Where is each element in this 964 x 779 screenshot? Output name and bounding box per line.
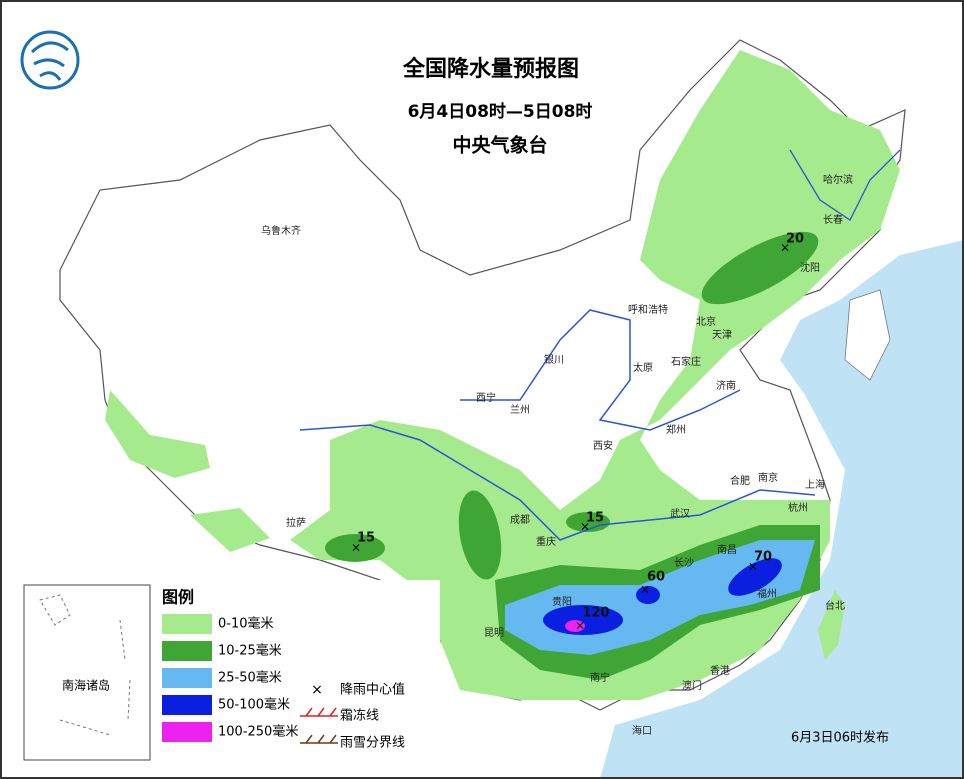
- rain-50-100: [543, 605, 623, 635]
- legend-swatch: [162, 722, 212, 742]
- legend-item: 0-10毫米: [218, 616, 274, 632]
- city-label: 西宁: [476, 391, 496, 404]
- legend-swatch: [162, 641, 212, 661]
- rain-center-value: 20: [786, 232, 804, 247]
- city-label: 武汉: [670, 507, 690, 520]
- city-label: 昆明: [484, 627, 504, 639]
- rain-50-100: [728, 558, 782, 596]
- rain-center-mark: ×: [351, 541, 361, 555]
- title: 全国降水量预报图: [402, 56, 579, 82]
- logo: [20, 30, 80, 90]
- city-label: 北京: [696, 315, 716, 328]
- city-label: 银川: [544, 353, 564, 366]
- rain-center-value: 120: [582, 606, 609, 621]
- rain-10-25: [566, 512, 610, 532]
- rain-center-value: 15: [357, 531, 375, 546]
- rain-50-100: [636, 586, 660, 604]
- legend-item: 10-25毫米: [218, 643, 282, 659]
- city-label: 南京: [758, 471, 778, 484]
- legend-swatch: [162, 668, 212, 688]
- legend-title: 图例: [162, 588, 194, 607]
- legend-symbol: ×: [311, 682, 323, 698]
- rain-10-25: [325, 534, 385, 562]
- rain-center-mark: ×: [748, 560, 758, 574]
- korea: [844, 289, 891, 381]
- city-label: 福州: [757, 587, 777, 600]
- city-label: 沈阳: [800, 261, 820, 274]
- city-label: 重庆: [536, 535, 556, 548]
- city-label: 南昌: [717, 543, 737, 556]
- rain-0-10: [818, 590, 845, 660]
- rain-0-10: [105, 390, 210, 478]
- city-label: 乌鲁木齐: [261, 224, 301, 237]
- songhua-river: [789, 149, 901, 221]
- city-label: 南宁: [590, 671, 610, 684]
- inset-label: 南海诸岛: [62, 678, 110, 693]
- city-label: 济南: [716, 379, 736, 392]
- city-label: 西安: [593, 439, 613, 452]
- yangtze-river: [299, 424, 816, 541]
- city-label: 杭州: [788, 501, 808, 514]
- city-label: 香港: [710, 665, 730, 677]
- rain-center-mark: ×: [580, 520, 590, 534]
- legend-swatch: [162, 695, 212, 715]
- rain-10-25: [701, 231, 819, 305]
- city-label: 长沙: [674, 557, 694, 569]
- inset-frame: [23, 584, 151, 761]
- rain-center-mark: ×: [780, 241, 790, 255]
- rain-center-value: 70: [754, 550, 772, 565]
- legend-symbol-label: 降雨中心值: [340, 682, 405, 698]
- city-label: 上海: [805, 478, 825, 491]
- legend-item: 50-100毫米: [218, 697, 290, 713]
- city-label: 哈尔滨: [823, 173, 853, 186]
- legend-symbol: [300, 734, 338, 744]
- legend-swatch: [162, 614, 212, 634]
- city-label: 成都: [510, 514, 530, 526]
- issuer: 中央气象台: [452, 134, 547, 157]
- yellow-river: [460, 309, 741, 431]
- city-label: 海口: [632, 724, 652, 737]
- legend-symbol-label: 雨雪分界线: [340, 736, 405, 751]
- city-label: 长春: [823, 214, 843, 226]
- rain-10-25: [458, 490, 502, 580]
- legend-symbol-label: 霜冻线: [340, 708, 379, 724]
- city-label: 拉萨: [286, 516, 306, 529]
- rain-center-mark: ×: [575, 619, 585, 633]
- city-label: 台北: [825, 599, 845, 612]
- legend-item: 25-50毫米: [218, 670, 282, 686]
- city-label: 合肥: [730, 474, 750, 487]
- legend-item: 100-250毫米: [218, 724, 298, 740]
- city-label: 石家庄: [671, 355, 701, 368]
- city-label: 呼和浩特: [628, 304, 668, 316]
- rain-center-value: 15: [586, 511, 604, 526]
- rain-0-10: [190, 508, 270, 552]
- city-label: 郑州: [666, 423, 686, 436]
- city-label: 兰州: [510, 403, 530, 416]
- rain-100-250: [565, 620, 585, 632]
- city-label: 澳门: [682, 679, 702, 692]
- inset-map: [39, 594, 131, 736]
- rain-center-mark: ×: [640, 583, 650, 597]
- city-label: 太原: [633, 361, 653, 374]
- city-label: 贵阳: [552, 595, 572, 608]
- subtitle: 6月4日08时—5日08时: [408, 102, 593, 122]
- legend-symbol: [300, 707, 338, 717]
- rain-center-value: 60: [647, 570, 665, 585]
- city-label: 天津: [712, 329, 732, 341]
- footer: 6月3日06时发布: [791, 730, 889, 746]
